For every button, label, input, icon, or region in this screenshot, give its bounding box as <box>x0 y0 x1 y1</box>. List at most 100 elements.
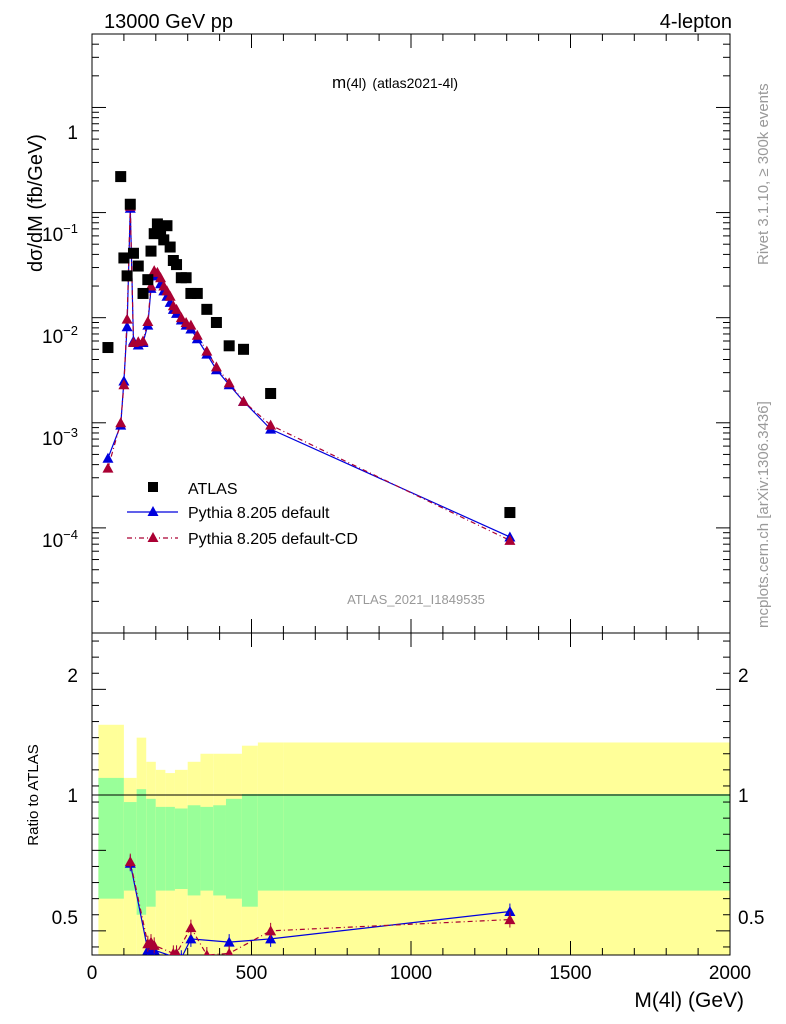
series-point-cd <box>265 419 277 430</box>
atlas-data-point <box>151 218 163 230</box>
x-axis-title: M(4l) (GeV) <box>634 989 744 1012</box>
ratio-point-cd <box>185 922 197 933</box>
atlas-data-point <box>121 270 133 282</box>
ytick-label-0p0001: 10−4 <box>42 527 78 552</box>
atlas-data-point <box>118 252 130 264</box>
x-tick-labels: 0 500 1000 1500 2000 <box>87 963 751 984</box>
ratio-point-default <box>185 933 197 944</box>
series-point-cd <box>142 315 154 326</box>
ratio-uncertainty-bands <box>98 724 730 955</box>
ratio-y-tick-labels: 2 1 0.5 2 1 0.5 <box>52 666 765 929</box>
band-inner-bin <box>241 794 258 907</box>
main-series-layer <box>102 171 516 545</box>
ratio-point-cd <box>504 914 516 925</box>
atlas-data-point <box>210 316 222 328</box>
series-point-cd <box>121 313 133 324</box>
ratio-point-default <box>180 952 183 955</box>
band-inner-bin <box>136 789 147 915</box>
plot-title-sub: (4l) <box>346 75 366 91</box>
ytick-label-1: 1 <box>67 123 78 144</box>
band-inner-bin <box>174 808 188 889</box>
ratio-point-cd <box>124 856 136 867</box>
band-inner-bin <box>283 794 730 891</box>
series-point-default <box>121 321 133 332</box>
atlas-data-point <box>137 287 149 299</box>
header-energy: 13000 GeV pp <box>104 11 233 33</box>
series-point-cd <box>504 534 516 545</box>
header-channel: 4-lepton <box>660 11 732 33</box>
series-point-cd <box>115 417 127 428</box>
legend-cd-label: Pythia 8.205 default-CD <box>188 531 358 548</box>
ratio-y-axis-title: Ratio to ATLAS <box>25 744 42 845</box>
legend: ATLAS Pythia 8.205 default Pythia 8.205 … <box>127 481 358 548</box>
atlas-data-point <box>127 247 139 259</box>
main-y-axis-title: dσ/dM (fb/GeV) <box>25 134 47 272</box>
xtick-label-500: 500 <box>236 963 268 984</box>
atlas-data-point <box>148 228 160 240</box>
ytick-label-0p01: 10−2 <box>42 323 78 348</box>
band-inner-bin <box>155 806 166 891</box>
atlas-data-point <box>155 224 167 236</box>
atlas-data-point <box>102 342 114 354</box>
xtick-label-1500: 1500 <box>549 963 591 984</box>
atlas-data-point <box>185 287 197 299</box>
atlas-data-point <box>161 220 173 232</box>
band-inner-bin <box>200 806 214 891</box>
ratio-ytick-label-2-left: 2 <box>67 666 78 687</box>
band-inner-bin <box>146 798 156 907</box>
series-point-cd <box>201 345 213 356</box>
ratio-point-cd <box>172 947 181 955</box>
series-point-cd <box>155 272 167 283</box>
series-point-cd <box>223 377 235 388</box>
series-point-cd <box>102 462 114 473</box>
atlas-data-point <box>124 198 136 210</box>
series-point-cd <box>210 361 222 372</box>
ratio-series-layer <box>124 853 516 955</box>
atlas-data-point <box>145 245 157 257</box>
atlas-data-point <box>201 303 213 315</box>
atlas-data-point <box>180 272 192 284</box>
ratio-ytick-label-0p5-right: 0.5 <box>738 908 764 929</box>
ratio-point-default <box>223 936 235 947</box>
band-inner-bin <box>165 806 175 891</box>
band-inner-bin <box>117 777 124 899</box>
band-inner-bin <box>98 777 118 899</box>
legend-atlas-marker <box>148 482 158 492</box>
band-inner-bin <box>213 805 226 896</box>
series-point-cd <box>118 379 130 390</box>
series-point-cd <box>164 290 176 301</box>
ytick-label-0p001: 10−3 <box>42 425 78 450</box>
series-point-cd <box>238 395 250 406</box>
ratio-ytick-label-1-right: 1 <box>738 786 749 807</box>
series-point-cd <box>137 335 149 346</box>
atlas-data-point <box>223 340 235 352</box>
ratio-point-cd <box>148 939 160 950</box>
atlas-data-point <box>504 507 516 519</box>
plot-title: m(4l) (atlas2021-4l) <box>332 73 458 92</box>
series-point-cd <box>191 329 203 340</box>
band-inner-bin <box>123 802 137 891</box>
ratio-ytick-label-1-left: 1 <box>67 786 78 807</box>
ratio-ytick-label-2-right: 2 <box>738 666 749 687</box>
ratio-ytick-label-0p5-left: 0.5 <box>52 908 78 929</box>
ytick-label-0p1: 10−1 <box>42 221 78 246</box>
plot-title-paren: (atlas2021-4l) <box>372 75 458 91</box>
legend-default-marker <box>147 506 159 516</box>
main-y-tick-labels: 1 10−1 10−2 10−3 10−4 <box>42 123 78 552</box>
legend-cd-marker <box>147 532 159 542</box>
atlas-data-point <box>171 259 183 271</box>
mcplots-label: mcplots.cern.ch [arXiv:1306.3436] <box>755 401 772 628</box>
rivet-label: Rivet 3.1.10, ≥ 300k events <box>755 83 772 265</box>
ratio-point-cd <box>203 949 210 955</box>
ratio-point-cd <box>225 947 234 955</box>
atlas-data-point <box>115 171 127 183</box>
atlas-data-point <box>265 387 277 399</box>
atlas-data-point <box>191 287 203 299</box>
atlas-data-point <box>158 234 170 246</box>
band-inner-bin <box>225 798 242 899</box>
series-point-cd <box>175 312 187 323</box>
series-point-cd <box>185 319 197 330</box>
band-inner-bin <box>187 805 201 896</box>
legend-atlas-label: ATLAS <box>188 481 238 498</box>
